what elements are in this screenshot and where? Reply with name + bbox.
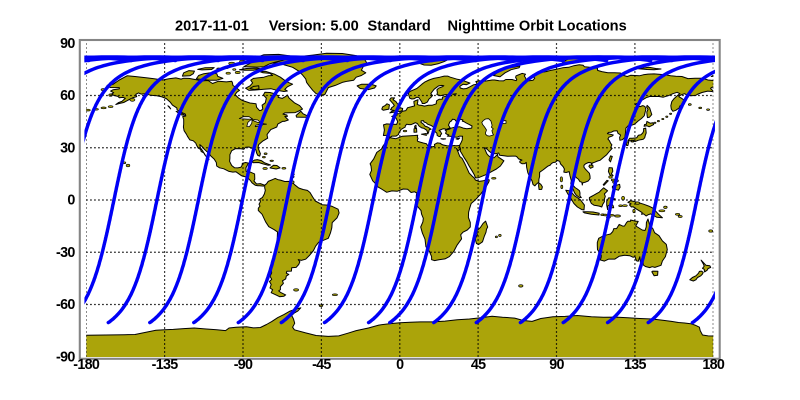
svg-text:2017-11-01Version: 5.00Standar: 2017-11-01 Version: 5.00 Standard Nighttime… xyxy=(175,19,627,35)
svg-text:-180-135-90-4504590135180: -180 -135 -90 -45 0 45 90 135 180 xyxy=(73,357,725,373)
svg-text:9060300-30-60-90: 90 60 30 0 -30 -60 -90 xyxy=(56,36,75,366)
